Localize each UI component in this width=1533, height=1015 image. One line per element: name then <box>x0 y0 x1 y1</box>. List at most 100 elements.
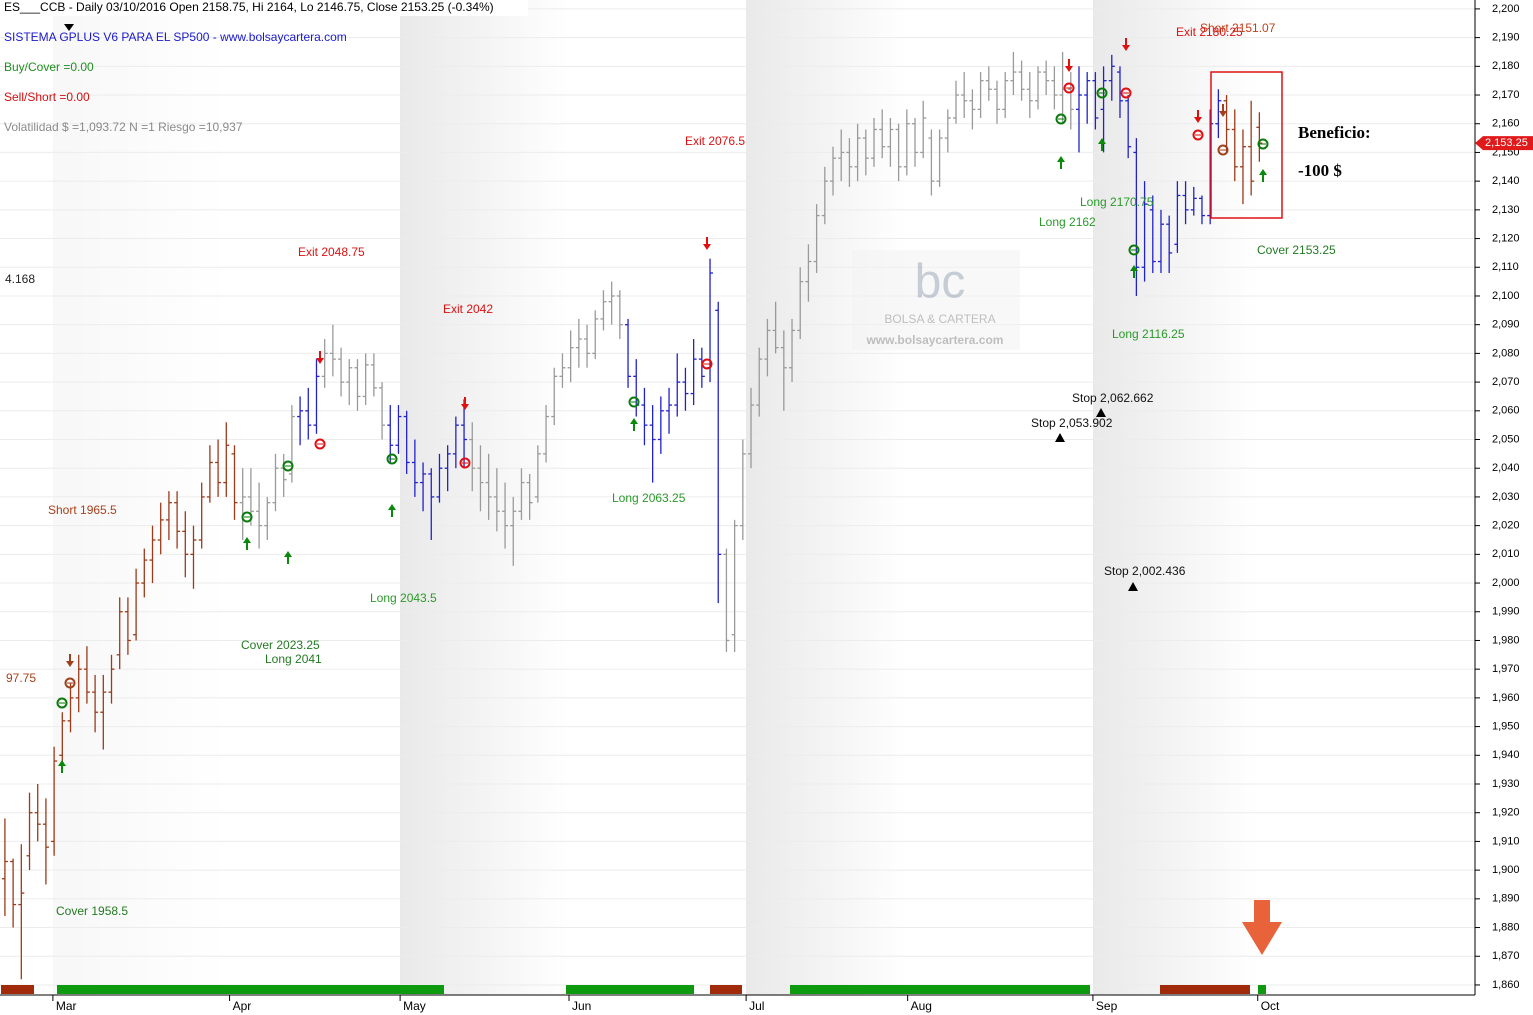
y-tick-label: 2,140 <box>1492 175 1520 187</box>
x-tick-label: Mar <box>56 999 77 1013</box>
x-tick-label: Oct <box>1261 999 1280 1013</box>
annotation: Exit 2048.75 <box>298 245 365 259</box>
highlight-box <box>1210 71 1283 219</box>
signal-circle <box>459 457 471 469</box>
y-tick-label: 2,110 <box>1492 261 1519 273</box>
annotation: Long 2041 <box>265 652 322 666</box>
up-arrow <box>1098 138 1106 151</box>
annotation: Exit 2042 <box>443 302 493 316</box>
y-tick-label: 2,190 <box>1492 32 1520 44</box>
y-tick-label: 1,940 <box>1492 749 1520 761</box>
y-tick-label: 2,130 <box>1492 204 1520 216</box>
x-tick-label: Apr <box>233 999 252 1013</box>
watermark: bc BOLSA & CARTERA www.bolsaycartera.com <box>852 250 1020 350</box>
up-arrow <box>284 551 292 564</box>
down-arrow <box>1219 104 1227 117</box>
signal-circle <box>386 453 398 465</box>
up-arrow <box>58 760 66 773</box>
last-price-label: 2,153.25 <box>1485 137 1528 149</box>
up-arrow <box>630 418 638 431</box>
signals <box>56 38 1269 773</box>
annotation: Exit 2180.25 <box>1176 25 1243 39</box>
y-tick-label: 1,890 <box>1492 893 1520 905</box>
annotation: Stop 2,002.436 <box>1104 564 1186 578</box>
profit-value: -100 $ <box>1298 161 1342 180</box>
watermark-name: BOLSA & CARTERA <box>884 312 995 326</box>
y-tick-label: 1,920 <box>1492 807 1520 819</box>
last-price-pointer <box>1475 136 1533 151</box>
annotation: Short 1965.5 <box>48 503 117 517</box>
y-tick-label: 2,020 <box>1492 520 1520 532</box>
y-tick-label: 1,970 <box>1492 663 1520 675</box>
annotation: Cover 2023.25 <box>241 638 320 652</box>
up-arrow <box>388 504 396 517</box>
stop-triangle <box>1128 582 1138 591</box>
chart-title: ES___CCB - Daily 03/10/2016 Open 2158.75… <box>4 0 494 14</box>
signal-circle <box>1120 87 1132 99</box>
y-tick-label: 2,030 <box>1492 491 1520 503</box>
down-arrow <box>1122 38 1130 51</box>
y-tick-label: 2,180 <box>1492 60 1520 72</box>
down-arrow <box>461 397 469 410</box>
y-tick-label: 1,910 <box>1492 835 1520 847</box>
x-tick-label: Jul <box>749 999 764 1013</box>
y-tick-label: 1,860 <box>1492 979 1520 991</box>
y-tick-label: 1,870 <box>1492 950 1520 962</box>
y-tick-label: 2,170 <box>1492 89 1520 101</box>
annotation: Stop 2,062.662 <box>1072 391 1154 405</box>
annotation: Long 2043.5 <box>370 591 437 605</box>
annotation: Cover 1958.5 <box>56 904 128 918</box>
y-tick-label: 1,930 <box>1492 778 1520 790</box>
stop-triangle <box>1055 433 1065 442</box>
signal-circle <box>64 677 76 689</box>
signal-circle <box>1217 144 1229 156</box>
marker <box>64 24 74 31</box>
info-line: Sell/Short =0.00 <box>4 90 90 104</box>
annotation: Stop 2,053.902 <box>1031 416 1113 430</box>
signal-circle <box>314 438 326 450</box>
y-tick-label: 2,080 <box>1492 347 1520 359</box>
annotations: 4.168 97.75 Short 1965.5 Cover 1958.5 Exit 2… <box>5 21 1336 918</box>
x-tick-label: May <box>403 999 426 1013</box>
y-tick-label: 1,980 <box>1492 634 1520 646</box>
month-shading <box>53 0 1258 995</box>
y-tick-label: 2,070 <box>1492 376 1520 388</box>
annotation: Long 2116.25 <box>1112 327 1185 341</box>
signal-circle <box>282 460 294 472</box>
signal-circle <box>1192 129 1204 141</box>
y-tick-label: 2,100 <box>1492 290 1520 302</box>
y-tick-label: 1,960 <box>1492 692 1520 704</box>
annotation: 97.75 <box>6 671 36 685</box>
title-bg <box>0 0 528 16</box>
down-arrow <box>66 654 74 667</box>
signal-circle <box>1128 244 1140 256</box>
info-line: Buy/Cover =0.00 <box>4 60 94 74</box>
annotation: Exit 2076.5 <box>685 134 745 148</box>
down-arrow <box>1065 59 1073 72</box>
y-tick-label: 1,990 <box>1492 606 1520 618</box>
down-arrow <box>1242 900 1282 955</box>
up-arrow <box>1259 169 1267 182</box>
annotation: Long 2063.25 <box>612 491 686 505</box>
watermark-logo: bc <box>915 256 966 309</box>
signal-circle <box>56 697 68 709</box>
y-tick-label: 1,900 <box>1492 864 1520 876</box>
axes: 1,860 1,870 1,880 1,890 1,900 1,910 1,920 1,930… <box>52 3 1533 1013</box>
y-tick-label: 2,010 <box>1492 548 1520 560</box>
annotation: Long 2170.75 <box>1080 195 1154 209</box>
annotation: 4.168 <box>5 272 35 286</box>
signal-circle <box>1063 82 1075 94</box>
position-bands <box>1 985 1266 994</box>
watermark-url: www.bolsaycartera.com <box>866 333 1004 347</box>
y-tick-label: 2,040 <box>1492 462 1520 474</box>
signal-circle <box>628 396 640 408</box>
signal-circle <box>1096 87 1108 99</box>
signal-circle <box>1055 113 1067 125</box>
profit-label: Beneficio: <box>1298 123 1371 142</box>
x-tick-label: Sep <box>1096 999 1118 1013</box>
y-tick-label: 2,050 <box>1492 433 1520 445</box>
y-tick-label: 2,200 <box>1492 3 1520 15</box>
down-arrow <box>703 237 711 250</box>
stop-triangle <box>1096 408 1106 417</box>
